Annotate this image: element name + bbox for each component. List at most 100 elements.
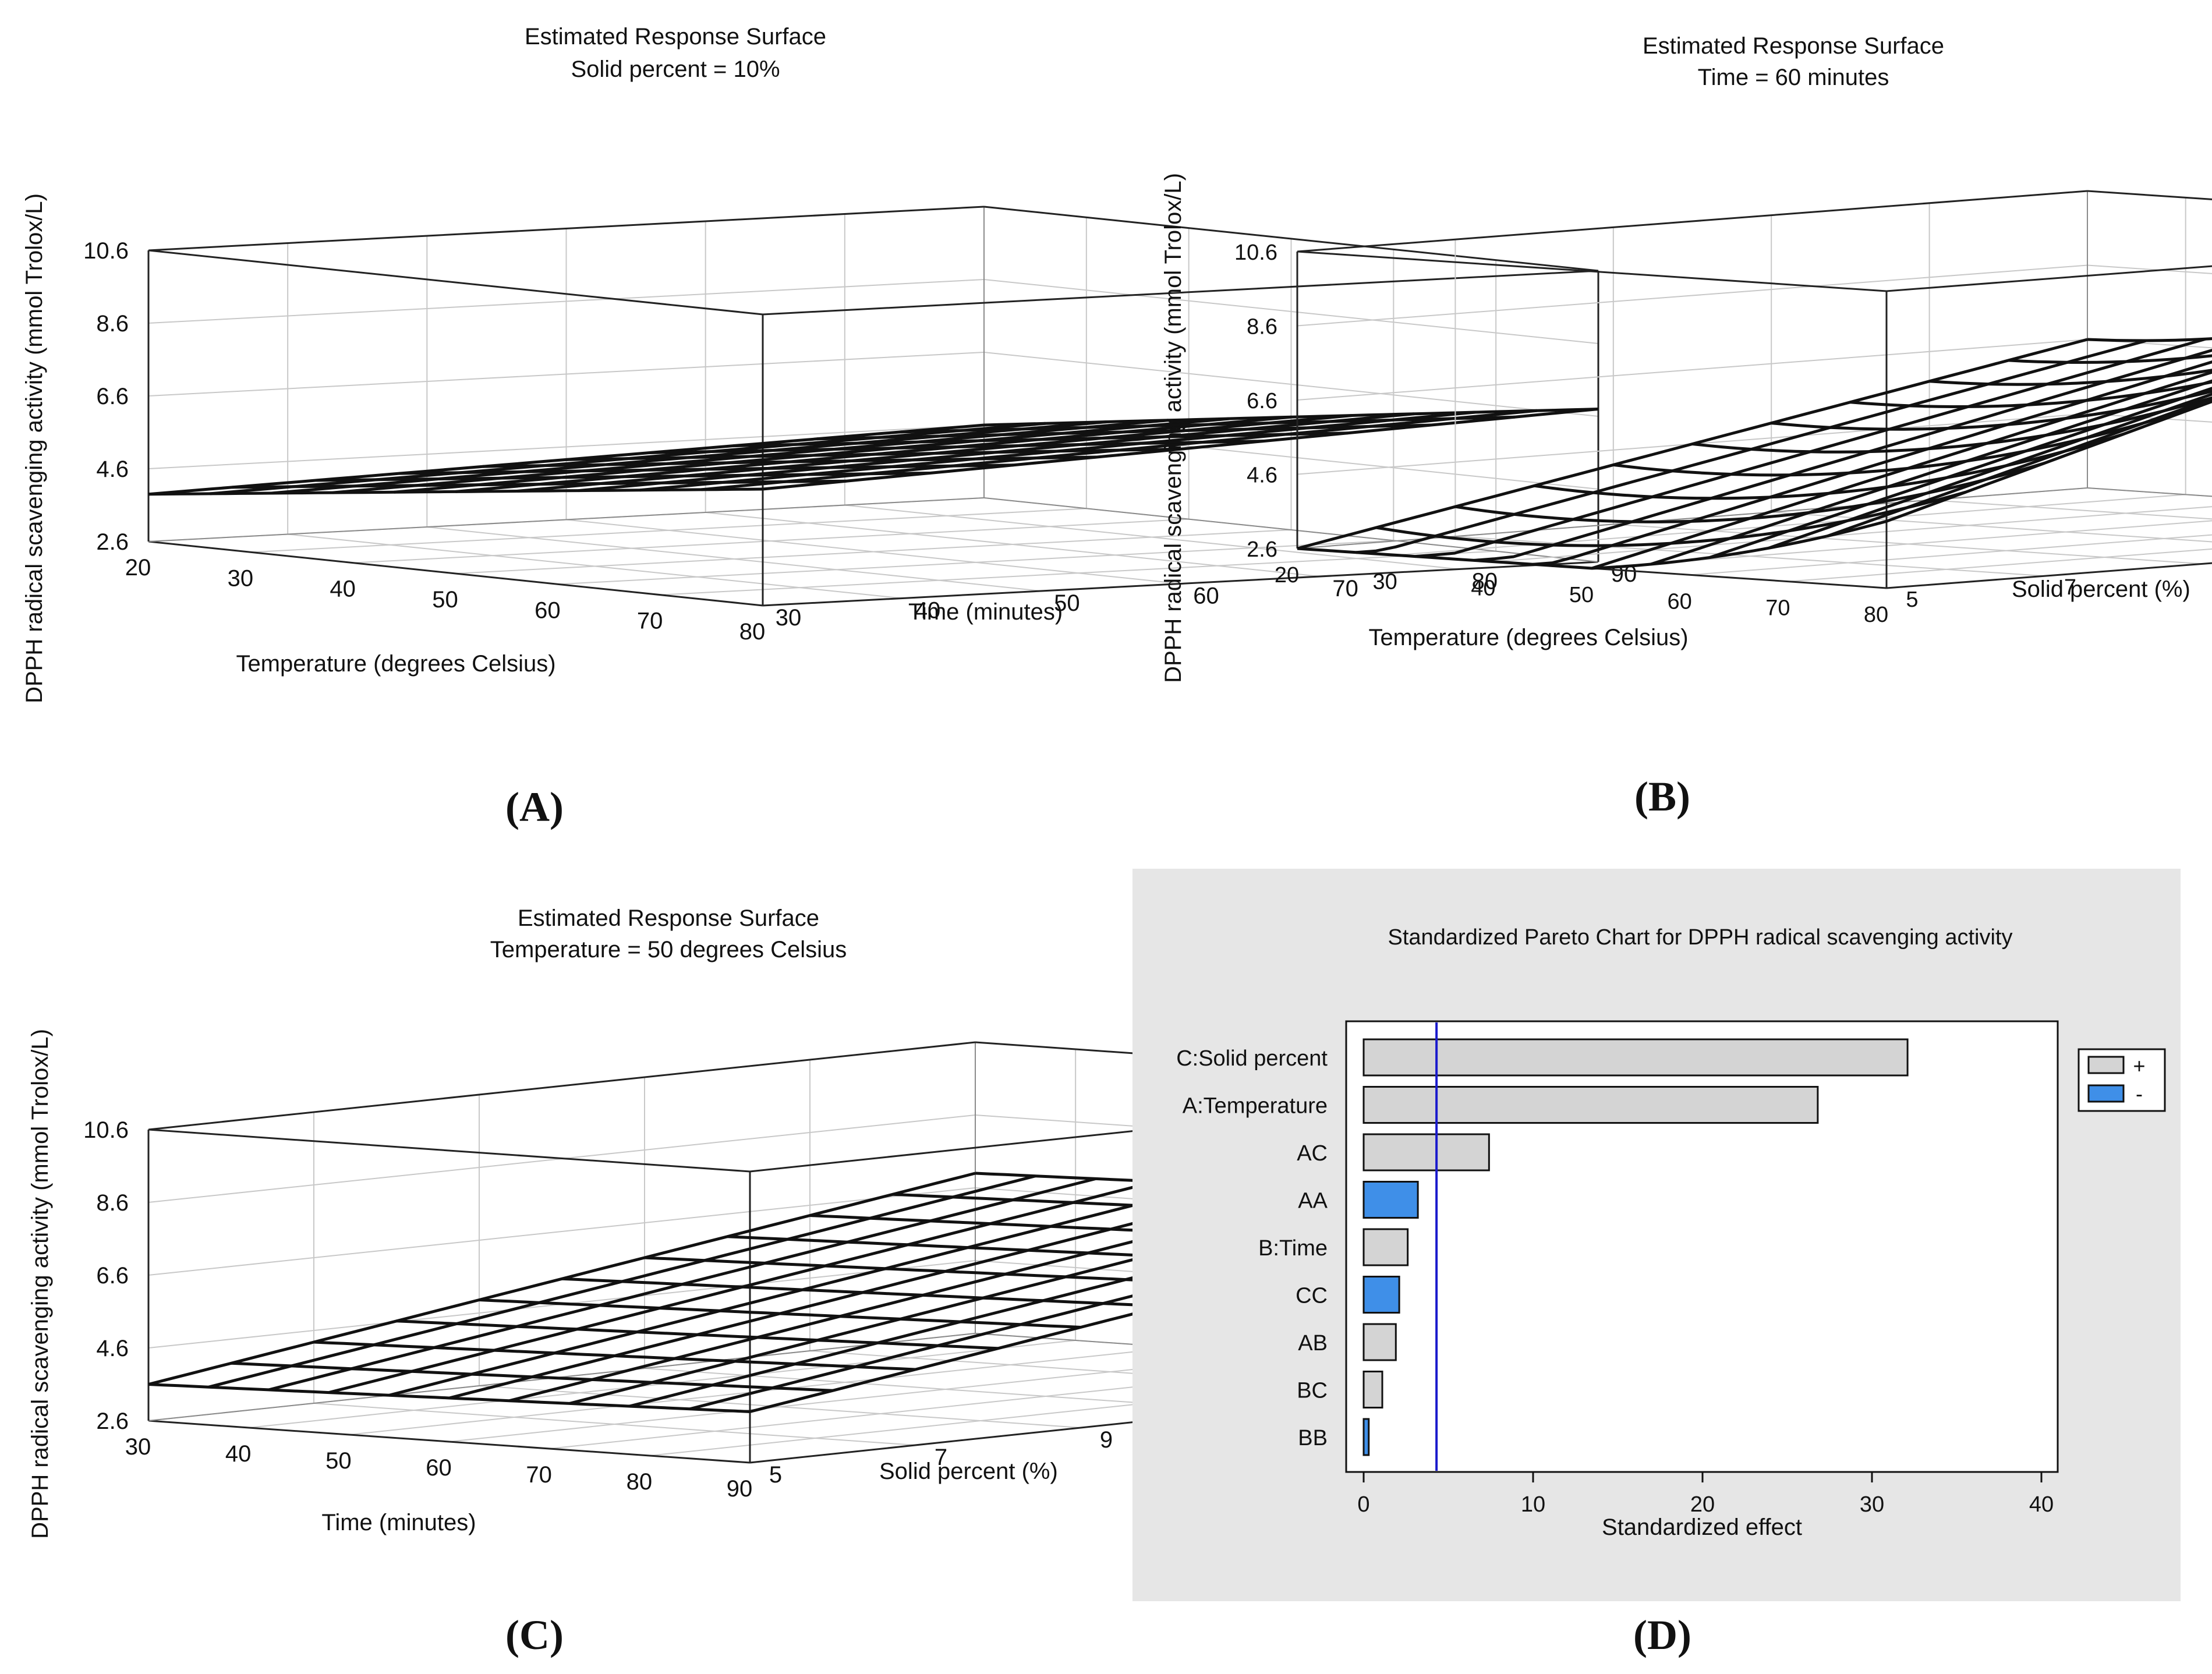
category-label: AA [1298, 1189, 1328, 1213]
x-tick-label: 40 [2029, 1492, 2054, 1517]
category-label: A:Temperature [1183, 1094, 1328, 1119]
z-tick-label: 4.6 [96, 456, 129, 482]
surface-mesh-line [1771, 390, 2212, 431]
plot-a-x-label: Temperature (degrees Celsius) [236, 651, 555, 677]
plot-c-z-label: DPPH radical scavenging activity (mmol T… [27, 1029, 53, 1539]
surface-mesh-line [1827, 397, 2212, 537]
z-tick-label: 4.6 [96, 1336, 129, 1361]
legend-label-positive: + [2133, 1054, 2145, 1078]
category-label: CC [1296, 1284, 1328, 1308]
surface-mesh-line [516, 414, 1353, 493]
category-label: BC [1297, 1379, 1328, 1403]
z-tick-label: 8.6 [1247, 315, 1277, 339]
panel-label-d: (D) [1633, 1612, 1691, 1658]
x-tick-label: 30 [1860, 1492, 1884, 1517]
surface-mesh-line [1650, 379, 2212, 566]
x-tick-label: 70 [526, 1462, 552, 1488]
x-tick-label: 50 [325, 1448, 352, 1474]
pareto-category-labels: C:Solid percent A:Temperature AC AA B:Time CC… [1176, 1046, 1328, 1450]
plot-a-z-label: DPPH radical scavenging activity (mmol T… [22, 193, 47, 703]
pareto-legend: + - [2077, 1048, 2166, 1112]
plot-c-x-label: Time (minutes) [321, 1510, 476, 1535]
x-tick-label: 40 [330, 576, 356, 602]
x-tick-label: 20 [1690, 1492, 1715, 1517]
x-tick-label: 50 [432, 587, 458, 613]
surface-mesh-line [983, 408, 1599, 427]
x-tick-label: 80 [1864, 603, 1888, 627]
legend-label-negative: - [2136, 1082, 2143, 1106]
plot-a-y-label: Time (minutes) [908, 599, 1063, 625]
surface-plot-a: Estimated Response Surface Solid percent… [22, 24, 1637, 830]
surface-mesh-line [2008, 354, 2212, 364]
x-tick-label: 20 [125, 555, 151, 581]
x-tick-label: 0 [1357, 1492, 1369, 1517]
z-tick-label: 6.6 [1247, 389, 1277, 413]
pareto-x-ticks: 0 10 20 30 40 [1357, 1472, 2054, 1517]
y-tick-label: 7 [2064, 575, 2076, 600]
z-tick-label: 10.6 [83, 238, 129, 264]
plot-b-z-label: DPPH radical scavenging activity (mmol T… [1160, 173, 1186, 683]
pareto-title: Standardized Pareto Chart for DPPH radic… [1388, 925, 2013, 950]
category-label: AB [1298, 1331, 1328, 1356]
plot-b-y-ticks: 579111315 [1906, 575, 2076, 612]
pareto-bars [1362, 1038, 1909, 1456]
x-tick-label: 30 [228, 565, 254, 591]
surface-mesh-line [561, 1277, 1164, 1308]
surface-mesh-line [733, 431, 1348, 448]
surface-mesh-line [816, 423, 1432, 441]
pareto-bar [1362, 1038, 1909, 1077]
surface-mesh-line [1692, 396, 2212, 454]
z-tick-label: 10.6 [1234, 240, 1277, 265]
x-tick-label: 90 [727, 1476, 753, 1502]
category-label: B:Time [1258, 1236, 1328, 1261]
surface-mesh-line [649, 440, 1265, 454]
plot-b-y-label: Solid percent (%) [2012, 576, 2190, 602]
z-tick-label: 2.6 [1247, 537, 1277, 562]
panel-label-a: (A) [505, 784, 564, 830]
surface-plot-b: Estimated Response Surface Time = 60 min… [1160, 33, 2212, 820]
plot-b-surface [1297, 337, 2212, 570]
pareto-bar [1362, 1323, 1397, 1361]
pareto-bar [1362, 1371, 1383, 1408]
pareto-chart: Standardized Pareto Chart for DPPH radic… [1132, 869, 2181, 1658]
pareto-bar [1362, 1086, 1819, 1124]
plot-b-z-ticks: 2.6 4.6 6.6 8.6 10.6 [1234, 240, 1277, 562]
pareto-bar [1362, 1133, 1490, 1172]
legend-swatch-negative [2087, 1084, 2125, 1103]
z-tick-label: 4.6 [1247, 463, 1277, 488]
surface-mesh-line [1929, 369, 2212, 386]
x-tick-label: 10 [1521, 1492, 1545, 1517]
surface-mesh-line [1768, 392, 2212, 550]
plot-a-y-ticks: 30 40 50 60 70 80 90 [776, 561, 1637, 631]
y-tick-label: 7 [935, 1445, 947, 1470]
pareto-bar [1362, 1181, 1419, 1219]
plot-b-subtitle: Time = 60 minutes [1698, 65, 1889, 90]
x-tick-label: 80 [627, 1469, 653, 1495]
surface-mesh-line [1886, 399, 2212, 523]
plot-b-x-label: Temperature (degrees Celsius) [1368, 625, 1688, 650]
panel-label-c: (C) [505, 1612, 564, 1658]
x-tick-label: 40 [225, 1441, 252, 1467]
panel-label-b: (B) [1634, 773, 1690, 820]
y-tick-label: 40 [915, 598, 941, 624]
plot-b-x-ticks: 20 30 40 50 60 70 80 [1275, 563, 1888, 627]
x-tick-label: 60 [1668, 589, 1692, 614]
x-tick-label: 30 [1373, 569, 1397, 594]
x-tick-label: 30 [125, 1434, 151, 1460]
y-tick-label: 9 [1100, 1427, 1113, 1453]
plot-a-surface [148, 408, 1599, 496]
x-tick-label: 60 [426, 1455, 452, 1481]
plot-a-subtitle: Solid percent = 10% [571, 56, 780, 82]
category-label: BB [1298, 1426, 1328, 1450]
plot-a-z-ticks: 2.6 4.6 6.6 8.6 10.6 [83, 238, 129, 555]
y-tick-label: 80 [1472, 569, 1498, 594]
y-tick-label: 50 [1054, 590, 1080, 616]
category-label: AC [1297, 1141, 1328, 1166]
surface-mesh-line [1709, 387, 2212, 559]
x-tick-label: 20 [1275, 563, 1299, 588]
z-tick-label: 8.6 [96, 311, 129, 337]
z-tick-label: 6.6 [96, 1263, 129, 1289]
z-tick-label: 10.6 [83, 1117, 129, 1143]
plot-a-box [147, 206, 1599, 607]
